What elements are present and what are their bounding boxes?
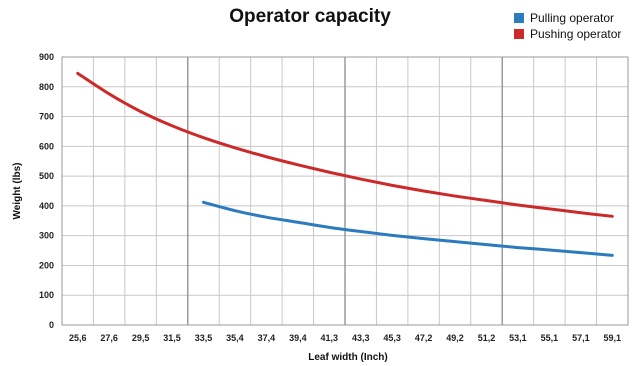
x-tick-label: 45,3 [383, 333, 401, 343]
x-tick-label: 35,4 [226, 333, 244, 343]
x-tick-label: 47,2 [415, 333, 433, 343]
x-tick-label: 25,6 [69, 333, 87, 343]
legend: Pulling operator Pushing operator [514, 11, 621, 41]
legend-label-pulling-operator: Pulling operator [530, 11, 614, 25]
y-tick-label: 600 [39, 141, 54, 151]
x-tick-label: 59,1 [604, 333, 622, 343]
plot-area-frame [61, 56, 629, 326]
x-tick-label: 43,3 [352, 333, 370, 343]
y-tick-label: 200 [39, 260, 54, 270]
chart-title: Operator capacity [229, 6, 391, 27]
grid-layer [61, 56, 629, 326]
x-tick-label: 39,4 [289, 333, 307, 343]
series-layer [76, 71, 614, 257]
pushing-operator-line [76, 71, 614, 218]
x-tick-label: 41,3 [321, 333, 339, 343]
x-tick-label: 29,5 [132, 333, 150, 343]
x-tick-label: 57,1 [572, 333, 590, 343]
y-tick-label: 0 [49, 320, 54, 330]
x-tick-label: 33,5 [195, 333, 213, 343]
x-tick-label: 49,2 [446, 333, 464, 343]
y-tick-label: 800 [39, 82, 54, 92]
legend-swatch-pushing-operator [514, 29, 524, 39]
x-tick-label: 53,1 [509, 333, 527, 343]
x-tick-label: 37,4 [258, 333, 276, 343]
x-tick-label: 55,1 [541, 333, 559, 343]
x-axis-label: Leaf width (Inch) [308, 352, 387, 363]
y-tick-label: 100 [39, 290, 54, 300]
legend-label-pushing-operator: Pushing operator [530, 27, 621, 41]
y-tick-label: 500 [39, 171, 54, 181]
x-tick-label: 51,2 [478, 333, 496, 343]
axis-layer: 0 100 200 300 400 500 600 700 800 900 25,6 27,6 29,5… [39, 52, 621, 343]
y-tick-label: 700 [39, 112, 54, 122]
y-tick-label: 900 [39, 52, 54, 62]
y-axis-label: Weight (lbs) [12, 162, 23, 219]
y-tick-label: 400 [39, 201, 54, 211]
y-tick-label: 300 [39, 231, 54, 241]
x-tick-label: 27,6 [100, 333, 118, 343]
legend-swatch-pulling-operator [514, 13, 524, 23]
x-tick-label: 31,5 [163, 333, 181, 343]
pulling-operator-line [202, 200, 614, 257]
